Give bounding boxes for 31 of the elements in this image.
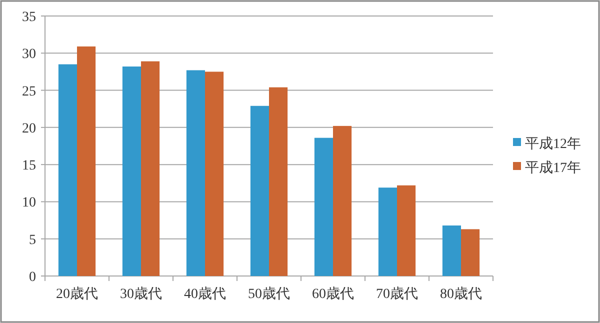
y-tick-label: 10 bbox=[22, 196, 36, 211]
y-tick-label: 35 bbox=[22, 10, 36, 25]
y-tick-label: 30 bbox=[22, 47, 36, 62]
legend-label: 平成12年 bbox=[525, 136, 581, 152]
bar bbox=[205, 72, 224, 276]
y-tick-label: 20 bbox=[22, 121, 36, 136]
bar bbox=[378, 188, 397, 276]
x-tick-label: 20歳代 bbox=[56, 286, 98, 302]
y-tick-label: 25 bbox=[22, 84, 36, 100]
y-tick-label: 15 bbox=[22, 158, 36, 174]
bar bbox=[250, 106, 269, 276]
x-tick-label: 70歳代 bbox=[376, 286, 418, 302]
x-tick-label: 30歳代 bbox=[120, 286, 162, 302]
x-tick-label: 40歳代 bbox=[184, 286, 226, 302]
bar bbox=[269, 87, 288, 276]
x-tick-label: 60歳代 bbox=[312, 286, 354, 302]
y-tick-label: 0 bbox=[29, 270, 36, 285]
bar bbox=[314, 138, 333, 276]
x-tick-label: 80歳代 bbox=[440, 286, 482, 302]
bar bbox=[333, 126, 352, 276]
bar bbox=[397, 185, 416, 276]
y-tick-label: 5 bbox=[29, 232, 36, 248]
x-tick-label: 50歳代 bbox=[248, 286, 290, 302]
legend-label: 平成17年 bbox=[525, 160, 581, 176]
bar bbox=[461, 229, 480, 276]
bar bbox=[186, 70, 205, 276]
bar bbox=[58, 64, 77, 276]
bar bbox=[122, 66, 141, 276]
bar bbox=[141, 61, 160, 276]
bar bbox=[77, 46, 96, 276]
bar bbox=[442, 225, 461, 276]
